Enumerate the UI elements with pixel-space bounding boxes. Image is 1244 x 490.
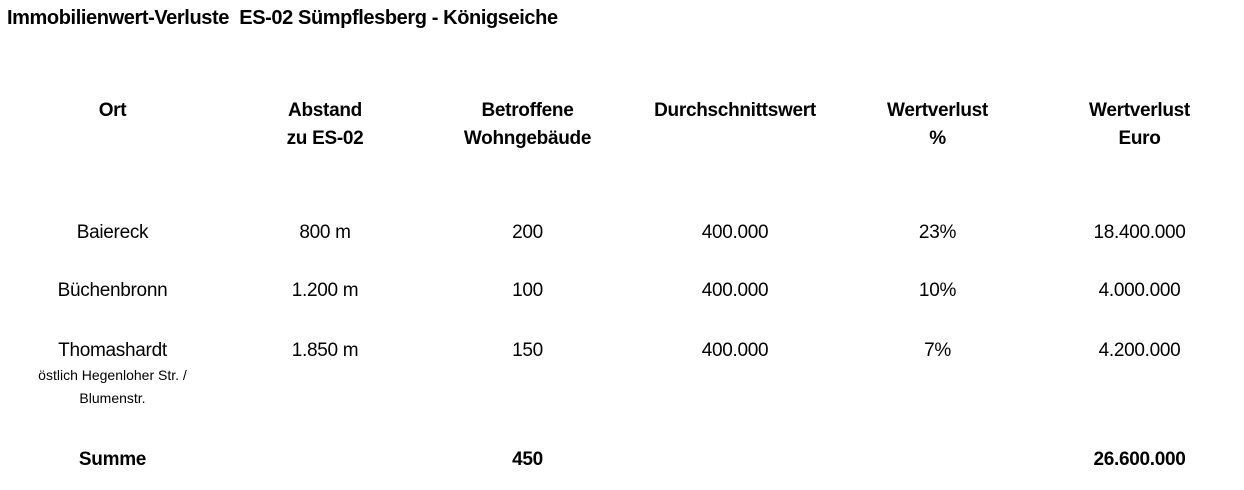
column-header-line: Durchschnittswert [654, 100, 816, 121]
column-header-wertverlust-euro: Wertverlust Euro [1035, 97, 1244, 153]
cell-durchschnittswert: 400.000 [701, 280, 769, 301]
column-header-wertverlust-pct: Wertverlust % [840, 97, 1035, 153]
cell-wertverlust-euro: 4.000.000 [1098, 280, 1181, 301]
cell-abstand: 800 m [299, 222, 351, 243]
cell-wohngebaeude: 150 [512, 340, 543, 361]
cell-sum-label: Summe [78, 449, 147, 470]
page-title: Immobilienwert-Verluste ES-02 Sümpflesbe… [7, 7, 558, 29]
cell-wohngebaeude: 100 [512, 280, 543, 301]
cell-sum-wohngebaeude: 450 [512, 449, 543, 470]
column-header-line: Euro [1118, 128, 1161, 149]
column-header-line: Abstand [288, 100, 362, 121]
cell-abstand: 1.200 m [291, 280, 359, 301]
column-header-line: Wohngebäude [463, 128, 592, 149]
table-row: Büchenbronn 1.200 m 100 400.000 10% 4.00… [0, 279, 1244, 303]
table-row: Thomashardt östlich Hegenloher Str. / Bl… [0, 339, 1244, 409]
cell-ort: Thomashardt östlich Hegenloher Str. / Bl… [0, 339, 225, 409]
cell-wertverlust-pct: 10% [918, 280, 957, 301]
column-header-ort: Ort [0, 97, 225, 153]
cell-ort-subline: Blumenstr. [79, 390, 146, 406]
column-header-abstand: Abstand zu ES-02 [225, 97, 425, 153]
table-header-row: Ort Abstand zu ES-02 Betroffene Wohngebä… [0, 97, 1244, 153]
table-sum-row: Summe 450 26.600.000 [0, 448, 1244, 472]
cell-ort-subline: östlich Hegenloher Str. / [38, 367, 187, 383]
cell-durchschnittswert: 400.000 [701, 340, 769, 361]
cell-ort: Baiereck [76, 222, 149, 243]
cell-abstand: 1.850 m [291, 340, 359, 361]
cell-durchschnittswert: 400.000 [701, 222, 769, 243]
column-header-line: Wertverlust [887, 100, 988, 121]
column-header-durchschnittswert: Durchschnittswert [630, 97, 840, 153]
cell-empty [840, 448, 1035, 472]
column-header-line: % [929, 128, 946, 149]
column-header-wohngebaeude: Betroffene Wohngebäude [425, 97, 630, 153]
cell-ort-main: Thomashardt [58, 340, 167, 361]
column-header-line: Betroffene [481, 100, 574, 121]
cell-sum-wertverlust-euro: 26.600.000 [1093, 449, 1186, 470]
cell-wohngebaeude: 200 [512, 222, 543, 243]
cell-wertverlust-pct: 23% [918, 222, 957, 243]
cell-ort: Büchenbronn [57, 280, 168, 301]
column-header-line: Wertverlust [1089, 100, 1190, 121]
cell-empty [630, 448, 840, 472]
cell-wertverlust-euro: 4.200.000 [1098, 340, 1181, 361]
column-header-line: Ort [98, 100, 127, 121]
cell-wertverlust-pct: 7% [924, 340, 951, 361]
cell-empty [225, 448, 425, 472]
column-header-line: zu ES-02 [286, 128, 364, 149]
table-row: Baiereck 800 m 200 400.000 23% 18.400.00… [0, 221, 1244, 245]
cell-wertverlust-euro: 18.400.000 [1093, 222, 1186, 243]
